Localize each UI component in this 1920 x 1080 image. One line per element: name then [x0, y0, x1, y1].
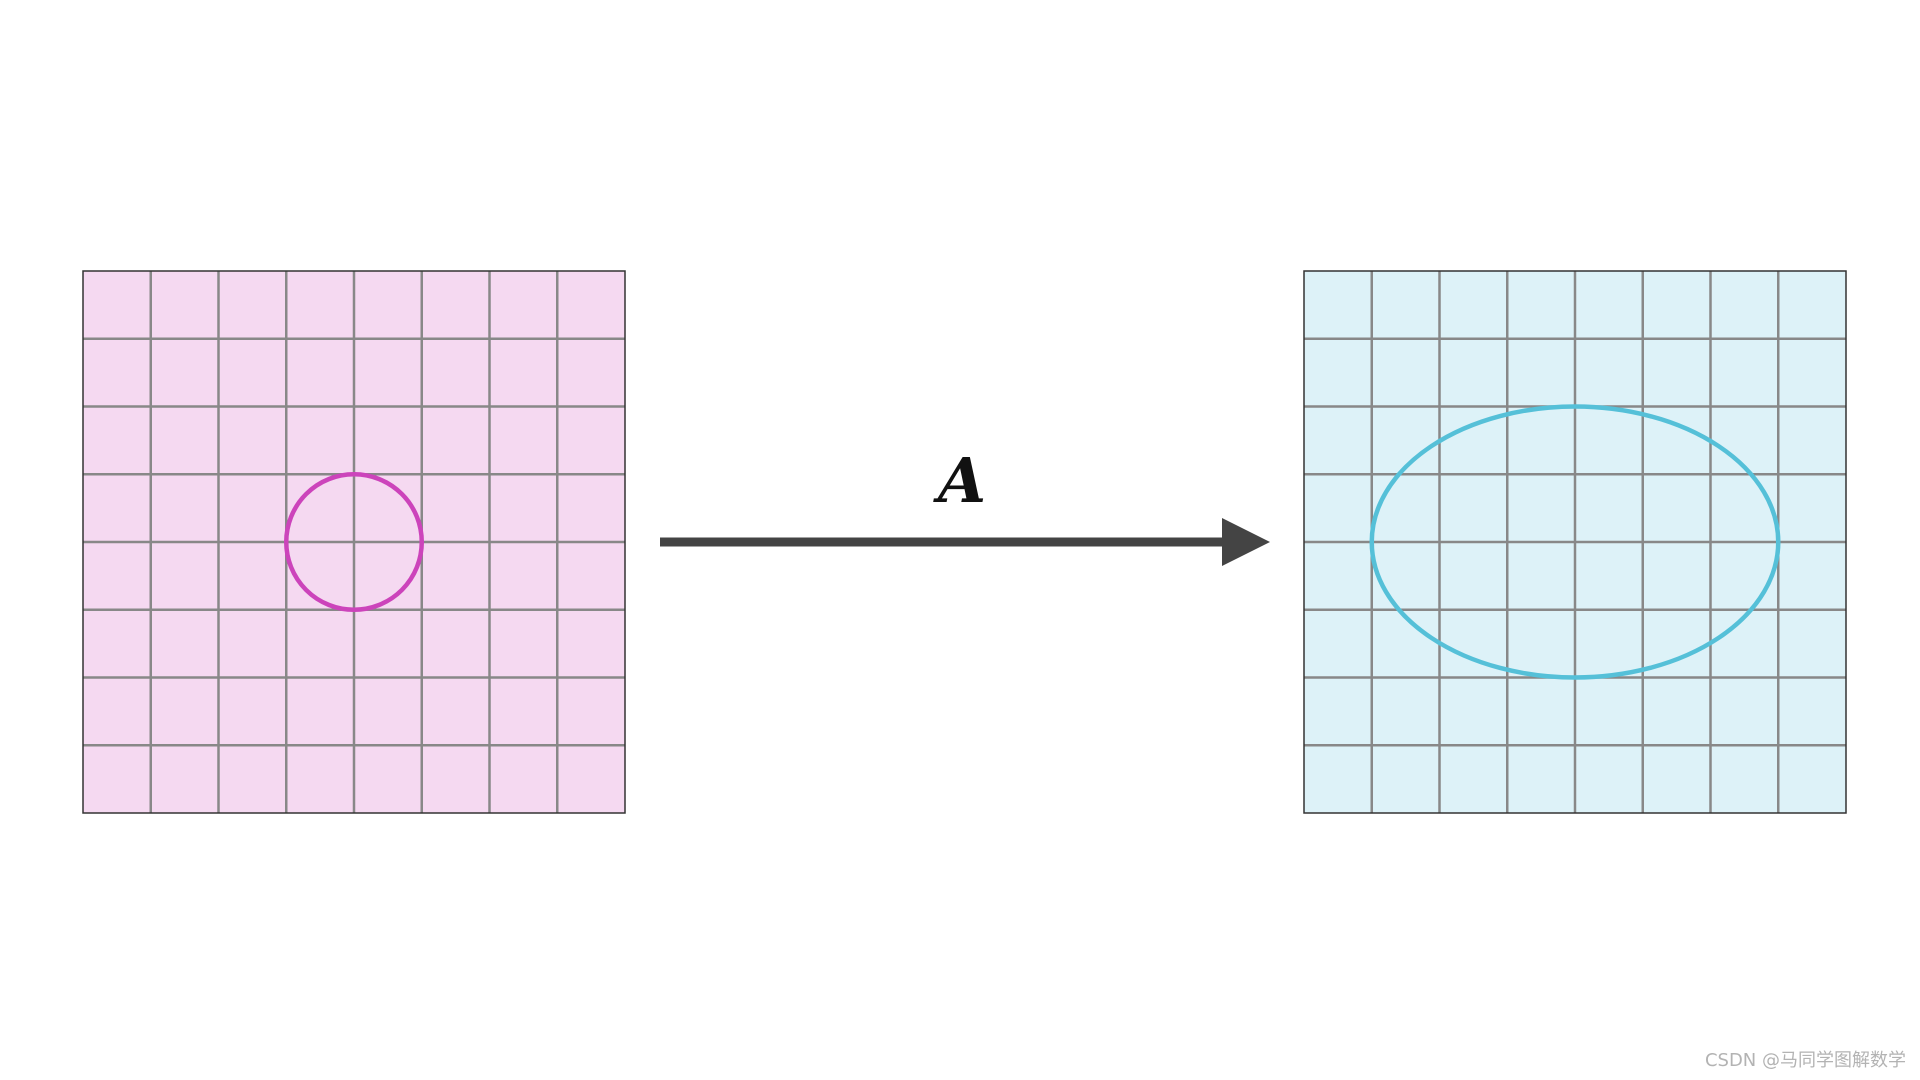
target-ellipse	[1369, 404, 1781, 680]
source-grid-panel	[82, 270, 626, 814]
matrix-label: A	[933, 444, 986, 517]
source-circle	[284, 472, 424, 612]
source-border	[82, 270, 626, 814]
target-grid-panel	[1303, 270, 1847, 814]
arrow-head	[1222, 518, 1270, 566]
target-border	[1303, 270, 1847, 814]
watermark: CSDN @马同学图解数学	[1704, 1050, 1906, 1071]
transform-arrow: A	[660, 444, 1270, 566]
